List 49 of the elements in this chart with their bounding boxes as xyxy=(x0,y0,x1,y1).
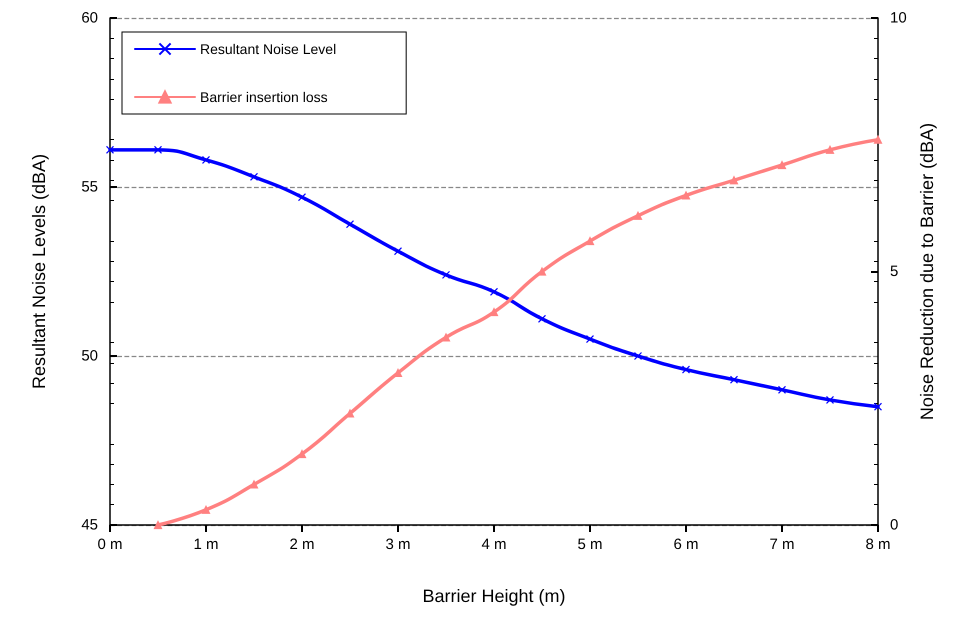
legend-label: Barrier insertion loss xyxy=(200,89,328,105)
x-tick-label: 1 m xyxy=(193,536,219,553)
point xyxy=(442,270,450,279)
y-tick-label: 45 xyxy=(81,516,98,534)
point xyxy=(154,146,162,154)
point xyxy=(490,288,498,296)
point xyxy=(778,386,786,394)
point xyxy=(154,520,162,530)
x-tick-label: 3 m xyxy=(385,536,411,553)
point xyxy=(346,220,354,228)
point xyxy=(874,402,882,411)
point xyxy=(826,146,834,154)
x-tick-label: 5 m xyxy=(577,536,603,553)
x-axis-title: Barrier Height (m) xyxy=(422,586,566,606)
point xyxy=(250,480,258,489)
x-tick-label: 0 m xyxy=(97,536,123,553)
y-axis-title: Resultant Noise Levels (dBA) xyxy=(29,154,49,390)
point xyxy=(490,308,498,316)
x-tick-label: 2 m xyxy=(289,536,315,553)
x-tick-label: 4 m xyxy=(481,536,507,553)
point xyxy=(202,506,210,514)
point xyxy=(634,212,642,220)
y-tick-label: 60 xyxy=(81,10,98,26)
y2-axis-title: Noise Reduction due to Barrier (dBA) xyxy=(917,122,937,420)
x-tick-label: 8 m xyxy=(865,536,891,553)
point xyxy=(730,376,738,384)
legend-label: Resultant Noise Level xyxy=(200,41,336,57)
point xyxy=(106,146,114,154)
y2-tick-label: 5 xyxy=(890,263,898,280)
y2-tick-label: 0 xyxy=(890,516,898,534)
x-tick-label: 7 m xyxy=(769,536,795,553)
point xyxy=(202,156,210,164)
y-tick-label: 55 xyxy=(81,178,98,196)
point xyxy=(682,191,690,200)
y-tick-label: 50 xyxy=(81,348,98,364)
point xyxy=(394,247,402,256)
point xyxy=(586,335,594,344)
point xyxy=(874,136,882,144)
point xyxy=(682,365,690,374)
point xyxy=(538,314,546,323)
point xyxy=(250,172,258,181)
point xyxy=(298,193,306,202)
point xyxy=(730,176,738,184)
point xyxy=(634,352,642,360)
y2-tick-label: 10 xyxy=(890,10,907,26)
point xyxy=(826,396,834,404)
point xyxy=(586,236,594,246)
point xyxy=(778,160,786,170)
x-tick-label: 6 m xyxy=(673,536,699,553)
